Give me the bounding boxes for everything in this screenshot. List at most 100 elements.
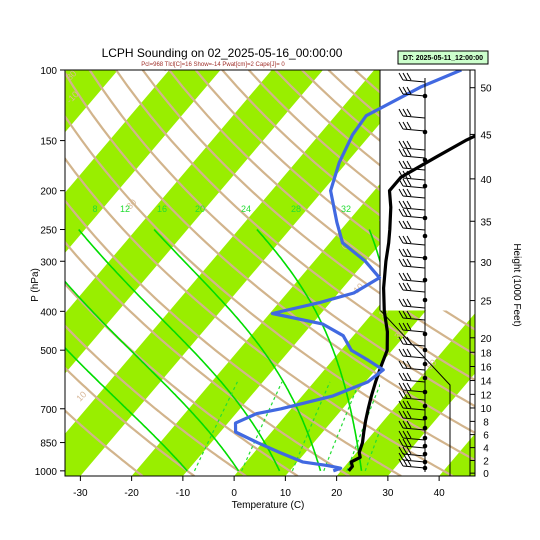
- height-tick-label: 18: [480, 348, 492, 359]
- mixing-ratio-line: [241, 381, 283, 472]
- wind-barb-flag: [402, 390, 408, 399]
- x-tick-label: -10: [176, 488, 191, 499]
- wind-barb: [402, 207, 426, 211]
- wind-barb: [402, 227, 426, 231]
- wind-barb: [402, 167, 426, 171]
- wind-barb: [402, 407, 426, 411]
- x-axis: -30 -20 -10 0 10 20 30 40: [73, 476, 445, 499]
- wind-barb-flag: [398, 298, 404, 307]
- x-tick-label: 40: [434, 488, 446, 499]
- wind-barb: [402, 79, 426, 83]
- mixing-ratio-label: 28: [291, 204, 301, 214]
- height-marker-dot: [422, 255, 428, 261]
- height-tick-label: 30: [480, 258, 492, 269]
- x-tick-label: 20: [331, 488, 343, 499]
- height-tick-label: 35: [480, 217, 492, 228]
- height-axis: 0 24 6 8 10 12 14 16 18 20 25 30 35 40 45 50: [469, 70, 492, 480]
- isotherm-band: [336, 313, 475, 476]
- moist-adiabat: [153, 228, 322, 472]
- wind-barb: [402, 355, 426, 359]
- wind-barb-flag: [398, 121, 404, 130]
- wind-barb-flag: [398, 235, 404, 244]
- wind-barb-flag: [406, 235, 412, 244]
- wind-barb-column: [398, 72, 428, 472]
- wind-barb-flag: [398, 170, 404, 179]
- wind-barb-flag: [406, 458, 412, 467]
- wind-barb-flag: [406, 148, 412, 157]
- wind-barb-flag: [398, 420, 404, 429]
- wind-barb-flag: [398, 86, 404, 95]
- wind-barb-flag: [406, 348, 412, 357]
- height-marker-dot: [422, 451, 428, 457]
- wind-barb-flag: [402, 348, 408, 357]
- height-tick-label: 20: [480, 334, 492, 345]
- wind-barb-flag: [402, 438, 408, 447]
- mixing-ratio-line: [364, 428, 380, 472]
- wind-barb: [402, 279, 426, 283]
- wind-barb-flag: [406, 360, 412, 369]
- height-tick-label: 25: [480, 297, 492, 308]
- wind-barb-flag: [406, 121, 412, 130]
- wind-barb-flag: [402, 446, 408, 455]
- mixing-ratio-label: 8: [92, 204, 97, 214]
- wind-barb-flag: [406, 208, 412, 217]
- wind-barb-flag: [406, 410, 412, 419]
- height-tick-label: 16: [480, 363, 492, 374]
- panel-boundary-line: [379, 70, 451, 476]
- wind-barb: [402, 255, 426, 259]
- wind-barb: [402, 453, 426, 457]
- wind-barb: [402, 397, 426, 401]
- dry-adiabat-label: 30: [94, 57, 108, 71]
- pressure-tick-label: 200: [40, 187, 57, 198]
- wind-barb: [402, 459, 426, 463]
- wind-barb-flag: [398, 348, 404, 357]
- height-tick-label: 14: [480, 377, 492, 388]
- wind-barb-flag: [406, 188, 412, 197]
- height-marker-dot: [422, 389, 428, 395]
- wind-barb-flag: [406, 420, 412, 429]
- wind-barb-flag: [402, 178, 408, 187]
- dry-adiabat: [65, 282, 299, 476]
- x-axis-label: Temperature (C): [232, 500, 305, 511]
- mixing-ratio-line: [193, 381, 238, 472]
- mixing-ratio-label: 16: [157, 204, 167, 214]
- wind-barb-flag: [402, 220, 408, 229]
- wind-barb-flag: [402, 235, 408, 244]
- dt-label: DT: 2025-05-11_12:00:00: [403, 55, 483, 62]
- wind-barb-flag: [406, 178, 412, 187]
- wind-barb: [402, 427, 426, 431]
- height-marker-dot: [422, 297, 428, 303]
- wind-barb-flag: [406, 140, 412, 149]
- wind-barb-flag: [398, 140, 404, 149]
- wind-barb-flag: [402, 360, 408, 369]
- wind-barb-flag: [406, 282, 412, 291]
- right-panel-boundary: [379, 70, 475, 476]
- height-marker-dot: [422, 277, 428, 283]
- wind-barb: [402, 155, 426, 159]
- wind-barb-flag: [398, 160, 404, 169]
- dry-adiabat-label: 50: [159, 59, 173, 73]
- pressure-tick-label: 850: [40, 439, 57, 450]
- isotherm-band: [65, 70, 323, 374]
- wind-barb: [402, 195, 426, 199]
- wind-barb-flag: [398, 390, 404, 399]
- wind-barb-flag: [406, 400, 412, 409]
- wind-barb: [402, 128, 426, 132]
- pressure-tick-label: 700: [40, 405, 57, 416]
- wind-barb: [402, 185, 426, 189]
- wind-barb: [402, 465, 426, 469]
- wind-barb-flag: [398, 108, 404, 117]
- height-tick-label: 40: [480, 175, 492, 186]
- wind-barb-flag: [402, 86, 408, 95]
- height-marker-dot: [422, 403, 428, 409]
- pressure-tick-label: 300: [40, 257, 57, 268]
- wind-barb-flag: [406, 382, 412, 391]
- height-tick-label: 6: [483, 431, 489, 442]
- wind-barb-flag: [398, 310, 404, 319]
- wind-barb-flag: [402, 452, 408, 461]
- wind-barb-flag: [398, 382, 404, 391]
- temperature-line: [347, 134, 475, 472]
- dry-adiabat: [65, 70, 475, 435]
- wind-barb-flag: [406, 108, 412, 117]
- isotherm-band: [65, 70, 118, 133]
